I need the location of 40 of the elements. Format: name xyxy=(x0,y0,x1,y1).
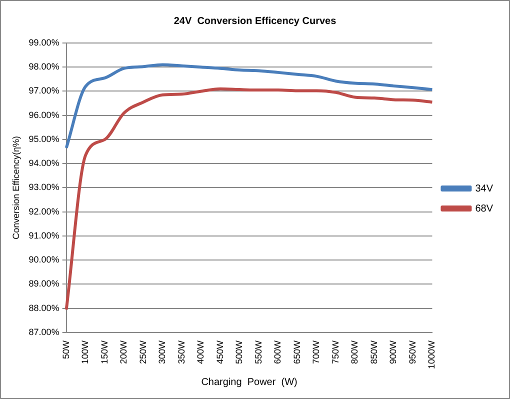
y-tick-label: 97.00% xyxy=(28,86,60,96)
y-tick-label: 87.00% xyxy=(28,326,60,337)
y-tick-label: 95.00% xyxy=(28,134,60,144)
x-tick-label: 50W xyxy=(60,340,71,359)
x-tick-label: 150W xyxy=(99,340,110,364)
chart-title: 24V Conversion Efficency Curves xyxy=(174,16,337,27)
x-tick-label: 850W xyxy=(368,340,379,364)
line-series xyxy=(64,87,434,312)
x-tick-label: 500W xyxy=(234,340,244,364)
x-tick-label: 100W xyxy=(80,340,90,364)
y-tick-label: 99.00% xyxy=(28,37,60,48)
legend-label: 68V xyxy=(475,203,494,214)
y-tick-label: 96.00% xyxy=(28,110,60,120)
x-tick-label: 700W xyxy=(311,340,322,364)
y-tick-label: 90.00% xyxy=(28,254,60,265)
x-tick-label: 800W xyxy=(350,340,360,364)
x-tick-label: 550W xyxy=(253,340,264,364)
x-tick-label: 250W xyxy=(138,340,148,364)
y-tick-label: 92.00% xyxy=(28,206,60,216)
y-tick-label: 93.00% xyxy=(28,182,60,192)
x-tick-label: 300W xyxy=(157,340,168,364)
x-tick-label: 450W xyxy=(214,340,225,364)
x-tick-label: 750W xyxy=(330,340,340,364)
y-tick-label: 89.00% xyxy=(28,278,60,289)
y-tick-label: 91.00% xyxy=(28,230,60,240)
x-tick-label: 900W xyxy=(388,340,398,364)
x-axis-title: Charging Power (W) xyxy=(201,376,298,388)
x-tick-label: 350W xyxy=(176,340,186,364)
x-tick-label: 600W xyxy=(272,340,283,364)
line-series xyxy=(64,63,434,150)
y-tick-label: 88.00% xyxy=(28,302,60,313)
legend-label: 34V xyxy=(475,183,494,194)
y-axis-title: Conversion Efficency(η%) xyxy=(10,136,21,240)
x-tick-label: 1000W xyxy=(426,340,437,370)
x-tick-label: 950W xyxy=(407,340,418,364)
x-tick-label: 650W xyxy=(292,340,302,364)
x-tick-label: 400W xyxy=(196,340,206,364)
y-tick-label: 94.00% xyxy=(28,158,60,168)
y-tick-label: 98.00% xyxy=(28,62,60,72)
x-tick-label: 200W xyxy=(118,340,129,364)
